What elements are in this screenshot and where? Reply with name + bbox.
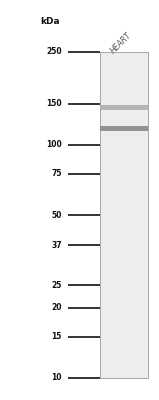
Text: 50: 50 xyxy=(52,210,62,220)
Text: 20: 20 xyxy=(52,303,62,312)
Bar xyxy=(100,52,148,378)
Text: 250: 250 xyxy=(46,48,62,56)
Text: 37: 37 xyxy=(51,241,62,250)
Text: kDa: kDa xyxy=(40,18,60,26)
Bar xyxy=(100,105,148,110)
Text: 75: 75 xyxy=(52,170,62,178)
Text: HEART: HEART xyxy=(109,30,133,55)
Text: 15: 15 xyxy=(52,332,62,342)
Text: 10: 10 xyxy=(52,374,62,382)
Bar xyxy=(100,126,148,130)
Text: 100: 100 xyxy=(46,140,62,149)
Text: 25: 25 xyxy=(52,281,62,290)
Text: 150: 150 xyxy=(46,99,62,108)
